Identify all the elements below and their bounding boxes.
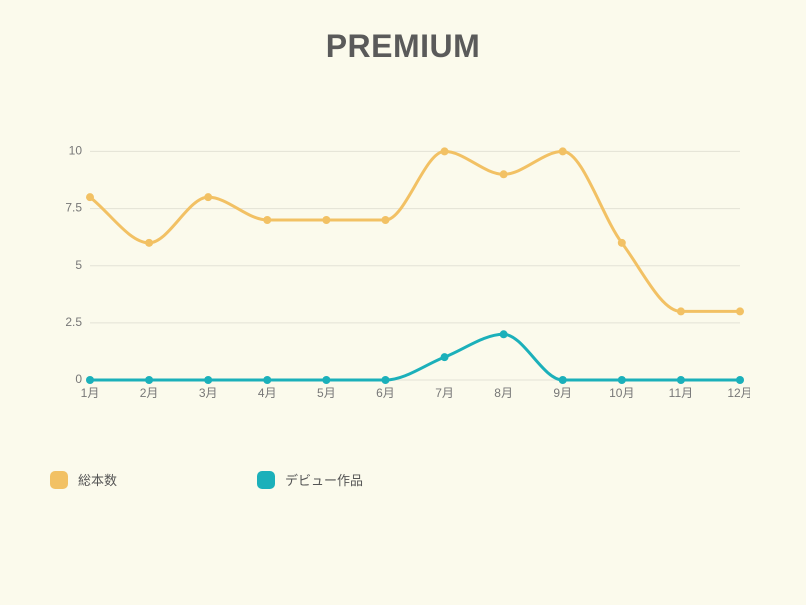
- svg-text:6月: 6月: [376, 386, 395, 400]
- svg-text:5月: 5月: [317, 386, 336, 400]
- legend-label: デビュー作品: [285, 470, 363, 489]
- series-total-point: [263, 216, 271, 224]
- series-debut-point: [559, 376, 567, 384]
- series-total-point: [677, 307, 685, 315]
- line-chart: 0 2.5 5 7.5 10 1月 2月 3月 4月 5月 6月 7月 8月 9月 10月 11月 12月: [50, 130, 750, 410]
- series-total-point: [441, 147, 449, 155]
- series-debut-point: [86, 376, 94, 384]
- chart-title: PREMIUM: [0, 0, 806, 65]
- svg-text:2月: 2月: [140, 386, 159, 400]
- series-total-point: [322, 216, 330, 224]
- series-total-point: [381, 216, 389, 224]
- series-total-point: [145, 239, 153, 247]
- series-total-point: [736, 307, 744, 315]
- legend-swatch-total: [50, 471, 68, 489]
- legend-label: 総本数: [78, 470, 117, 489]
- series-debut-point: [677, 376, 685, 384]
- svg-text:12月: 12月: [727, 386, 750, 400]
- svg-text:3月: 3月: [199, 386, 218, 400]
- series-total-point: [86, 193, 94, 201]
- svg-text:9月: 9月: [553, 386, 572, 400]
- series-debut-point: [500, 330, 508, 338]
- series-debut-point: [263, 376, 271, 384]
- svg-text:7月: 7月: [435, 386, 454, 400]
- svg-text:7.5: 7.5: [65, 201, 82, 215]
- series-debut-point: [204, 376, 212, 384]
- legend-item-total: 総本数: [50, 470, 117, 489]
- legend-item-debut: デビュー作品: [257, 470, 363, 489]
- series-debut-point: [736, 376, 744, 384]
- series-debut-point: [145, 376, 153, 384]
- svg-text:0: 0: [75, 372, 82, 386]
- series-total-point: [500, 170, 508, 178]
- svg-text:10: 10: [69, 144, 83, 158]
- series-debut-point: [618, 376, 626, 384]
- svg-text:8月: 8月: [494, 386, 513, 400]
- series-total-point: [204, 193, 212, 201]
- svg-text:5: 5: [75, 258, 82, 272]
- legend-swatch-debut: [257, 471, 275, 489]
- svg-text:4月: 4月: [258, 386, 277, 400]
- svg-text:11月: 11月: [669, 386, 693, 400]
- series-debut-point: [322, 376, 330, 384]
- series-total-point: [559, 147, 567, 155]
- series-total-line: [90, 151, 740, 311]
- chart-container: 0 2.5 5 7.5 10 1月 2月 3月 4月 5月 6月 7月 8月 9月 10月 11月 12月: [50, 130, 750, 430]
- series-debut-point: [441, 353, 449, 361]
- svg-text:10月: 10月: [609, 386, 634, 400]
- series-total-point: [618, 239, 626, 247]
- svg-text:2.5: 2.5: [65, 315, 82, 329]
- svg-text:1月: 1月: [81, 386, 100, 400]
- legend: 総本数 デビュー作品: [50, 470, 363, 489]
- series-debut-line: [90, 334, 740, 380]
- series-debut-point: [381, 376, 389, 384]
